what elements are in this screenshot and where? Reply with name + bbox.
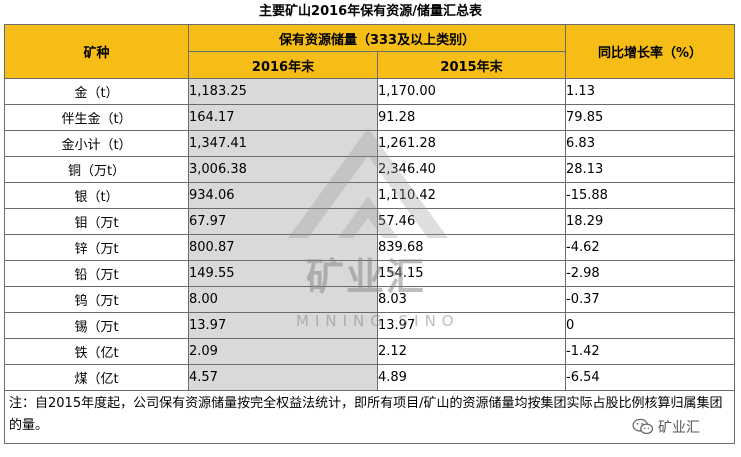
mineral-cell: 钨（万t (4, 286, 189, 313)
value-2016-cell: 800.87 (188, 234, 378, 261)
mineral-cell: 煤（亿t (4, 364, 189, 391)
table-row: 铜（万t） 3,006.38 2,346.40 28.13 (4, 156, 736, 183)
wechat-icon (632, 418, 654, 435)
value-2016-cell: 1,183.25 (188, 78, 378, 105)
growth-cell: 28.13 (565, 156, 736, 183)
mineral-cell: 伴生金（t） (4, 104, 189, 131)
growth-cell: 79.85 (565, 104, 736, 131)
value-2016-cell: 4.57 (188, 364, 378, 391)
growth-cell: -1.42 (565, 338, 736, 365)
table-row: 伴生金（t） 164.17 91.28 79.85 (4, 104, 736, 131)
table-row: 锡（万t 13.97 13.97 0 (4, 312, 736, 339)
brand-mark: 矿业汇 (632, 417, 700, 437)
growth-cell: -6.54 (565, 364, 736, 391)
table-row: 钼（万t 67.97 57.46 18.29 (4, 208, 736, 235)
watermark-text: 矿业汇 (306, 255, 427, 299)
value-2015-cell: 2.12 (376, 338, 567, 365)
growth-cell: 0 (565, 312, 736, 339)
value-2015-cell: 1,261.28 (376, 130, 567, 157)
value-2016-cell: 8.00 (188, 286, 378, 313)
mineral-cell: 银（t） (4, 182, 189, 209)
value-2015-cell: 13.97 (376, 312, 567, 339)
mineral-cell: 铁（亿t (4, 338, 189, 365)
value-2016-cell: 1,347.41 (188, 130, 378, 157)
mineral-cell: 钼（万t (4, 208, 189, 235)
value-2015-cell: 839.68 (376, 234, 567, 261)
value-2015-cell: 1,110.42 (376, 182, 567, 209)
growth-cell: 6.83 (565, 130, 736, 157)
value-2015-cell: 4.89 (376, 364, 567, 391)
growth-cell: -2.98 (565, 260, 736, 287)
mineral-cell: 金小计（t） (4, 130, 189, 157)
table-row: 煤（亿t 4.57 4.89 -6.54 (4, 364, 736, 391)
growth-cell: -15.88 (565, 182, 736, 209)
value-2015-cell: 91.28 (376, 104, 567, 131)
mineral-cell: 锡（万t (4, 312, 189, 339)
value-2016-cell: 3,006.38 (188, 156, 378, 183)
table-row: 钨（万t 8.00 8.03 -0.37 (4, 286, 736, 313)
value-2015-cell: 154.15 (376, 260, 567, 287)
value-2016-cell: 67.97 (188, 208, 378, 235)
brand-label: 矿业汇 (658, 420, 700, 436)
value-2015-cell: 57.46 (376, 208, 567, 235)
table-row: 铅（万t 149.55 154.15 -2.98 (4, 260, 736, 287)
mineral-cell: 铜（万t） (4, 156, 189, 183)
growth-cell: -0.37 (565, 286, 736, 313)
mineral-cell: 铅（万t (4, 260, 189, 287)
growth-cell: 18.29 (565, 208, 736, 235)
value-2015-cell: 1,170.00 (376, 78, 567, 105)
mineral-cell: 锌（万t (4, 234, 189, 261)
table-row: 锌（万t 800.87 839.68 -4.62 (4, 234, 736, 261)
value-2016-cell: 2.09 (188, 338, 378, 365)
table-title: 主要矿山2016年保有资源/储量汇总表 (259, 4, 482, 19)
growth-cell: 1.13 (565, 78, 736, 105)
table-note: 注：自2015年度起，公司保有资源储量按完全权益法统计，即所有项目/矿山的资源储… (3, 390, 736, 444)
value-2016-cell: 934.06 (188, 182, 378, 209)
table-body: 金（t） 1,183.25 1,170.00 1.13 伴生金（t） 164.17 91.2… (4, 78, 736, 391)
reserves-table: 矿种 保有资源储量（333及以上类别） 同比增长率（%） 2016年末 2015… (3, 24, 736, 444)
table-row: 银（t） 934.06 1,110.42 -15.88 (4, 182, 736, 209)
header-2015: 2015年末 (376, 51, 567, 79)
value-2015-cell: 2,346.40 (376, 156, 567, 183)
header-growth: 同比增长率（%） (565, 24, 736, 79)
table-row: 金小计（t） 1,347.41 1,261.28 6.83 (4, 130, 736, 157)
value-2015-cell: 8.03 (376, 286, 567, 313)
header-2016: 2016年末 (188, 51, 378, 79)
growth-cell: -4.62 (565, 234, 736, 261)
table-row: 铁（亿t 2.09 2.12 -1.42 (4, 338, 736, 365)
value-2016-cell: 164.17 (188, 104, 378, 131)
value-2016-cell: 149.55 (188, 260, 378, 287)
mineral-cell: 金（t） (4, 78, 189, 105)
value-2016-cell: 13.97 (188, 312, 378, 339)
header-mineral: 矿种 (4, 24, 189, 79)
watermark-subtitle: MINING SINO (296, 312, 460, 330)
table-row: 金（t） 1,183.25 1,170.00 1.13 (4, 78, 736, 105)
header-group: 保有资源储量（333及以上类别） (187, 24, 567, 52)
